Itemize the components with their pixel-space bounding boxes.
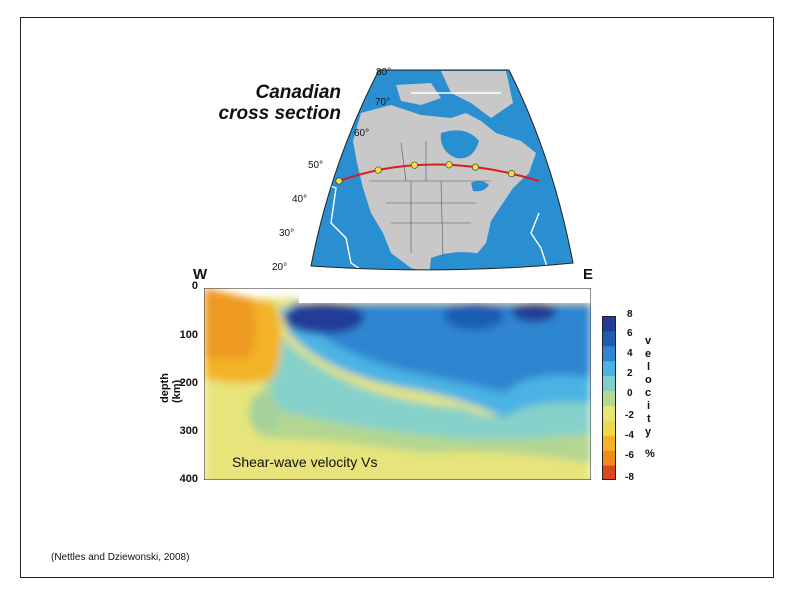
latitude-label: 50° [308,160,324,171]
station-marker [445,161,453,169]
great-lakes [471,180,489,192]
east-label: E [583,266,594,283]
y-tick-label: 100 [179,329,198,341]
blank-top-area [299,288,591,303]
north-america-map [310,69,574,271]
latitude-label: 30° [279,228,295,239]
station-marker [335,177,343,185]
border-line [400,142,407,182]
section-caption: Shear-wave velocity Vs [232,454,378,470]
colorbar-tick: 2 [627,368,633,379]
latitude-label: 80° [376,67,392,78]
colorbar-label-letter: o [645,374,652,386]
latitude-label: 40° [292,194,308,205]
colorbar-label-letter: v [645,335,652,347]
stations-group [335,161,515,185]
plate-boundary-line [530,212,550,270]
map-border [310,69,574,271]
gulf-of-mexico [429,252,491,270]
colorbar-label-letter: l [647,361,651,373]
border-line [440,180,444,259]
colorbar-tick: 6 [627,328,633,339]
colorbar-label-letter: i [647,400,651,412]
greenland-landmass [441,71,513,118]
plate-boundary-line [320,182,367,270]
y-tick-label: 200 [179,377,198,389]
colorbar-tick: 4 [627,348,633,359]
map-title-line1: Canadian [255,82,341,103]
colorbar-swatch [602,375,616,392]
colorbar-label-letter: c [645,387,652,399]
colorbar-swatch [602,390,616,406]
colorbar-label-letter: e [645,348,652,360]
colorbar-swatch [602,405,616,421]
colorbar-label-letter: % [645,448,655,460]
colorbar-tick: -8 [625,472,634,483]
map-title-line2: cross section [218,103,342,124]
colorbar [602,316,616,480]
colorbar-swatch [602,345,616,362]
y-tick-label: 400 [179,473,198,485]
station-marker [374,166,382,174]
colorbar-swatch [602,360,616,377]
colorbar-tick: -6 [625,450,634,461]
colorbar-swatch [602,450,616,466]
map-title: Canadian cross section [181,82,342,124]
west-label: W [193,266,208,283]
y-axis-label: depth [159,373,171,403]
latitude-label: 20° [272,262,288,273]
colorbar-swatch [602,420,616,436]
colorbar-tick: 8 [627,309,633,320]
latitude-label: 60° [354,128,370,139]
hudson-bay [440,130,479,159]
colorbar-tick: -2 [625,410,634,421]
y-axis-unit: (km) [171,379,183,403]
colorbar-label-letter: y [645,426,652,438]
colorbar-swatch [602,316,616,332]
station-marker [471,163,479,171]
y-tick-label: 300 [179,425,198,437]
latitude-label: 70° [375,97,391,108]
colorbar-swatch [602,435,616,451]
slide-frame: Canadian cross section [20,17,774,578]
velocity-field [204,288,591,480]
cross-section-plot [204,288,591,480]
y-tick-label: 0 [191,280,198,292]
station-marker [507,170,515,178]
north-america-landmass [353,105,536,270]
station-marker [410,161,418,169]
citation-credit: (Nettles and Dziewonski, 2008) [51,552,190,563]
colorbar-tick: 0 [627,388,633,399]
colorbar-tick: -4 [625,430,634,441]
colorbar-label-letter: t [647,413,651,425]
arctic-islands [396,83,441,105]
colorbar-swatch [602,330,616,347]
colorbar-swatch [602,465,616,480]
